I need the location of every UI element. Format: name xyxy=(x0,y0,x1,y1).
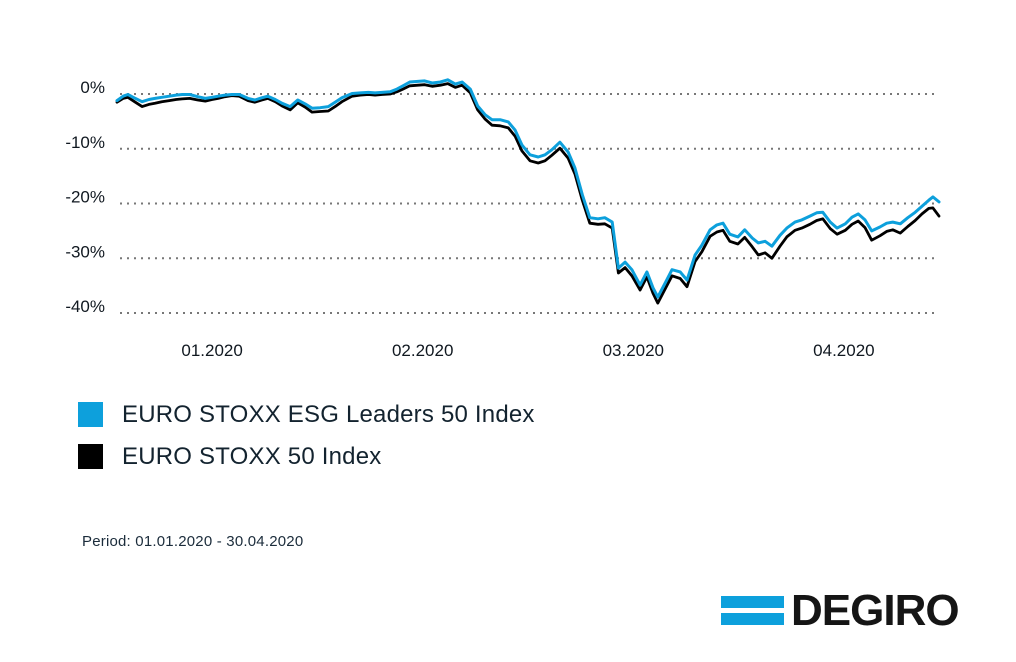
legend-label-esg-leaders-50: EURO STOXX ESG Leaders 50 Index xyxy=(122,400,535,428)
degiro-equals-bar-bottom xyxy=(721,613,784,625)
legend-swatch-esg-leaders-50 xyxy=(78,402,103,427)
chart-legend: EURO STOXX ESG Leaders 50 Index EURO STO… xyxy=(78,400,535,486)
degiro-equals-bar-top xyxy=(721,596,784,608)
y-axis-label--30%: -30% xyxy=(65,242,105,261)
y-axis-label-0%: 0% xyxy=(80,78,105,97)
degiro-equals-icon xyxy=(721,596,784,625)
x-axis-label-03.2020: 03.2020 xyxy=(603,341,664,360)
x-axis-label-02.2020: 02.2020 xyxy=(392,341,453,360)
series-line-euro-stoxx-50 xyxy=(115,82,941,305)
y-axis-label--20%: -20% xyxy=(65,188,105,207)
degiro-logo-text: DEGIRO xyxy=(791,586,960,635)
x-axis-label-01.2020: 01.2020 xyxy=(181,341,242,360)
legend-item-euro-stoxx-50: EURO STOXX 50 Index xyxy=(78,442,535,470)
series-line-esg-leaders-50 xyxy=(115,78,941,299)
performance-chart: 0% -10% -20% -30% -40% 01.2020 02.2020 03.2020 0… xyxy=(65,78,941,360)
legend-label-euro-stoxx-50: EURO STOXX 50 Index xyxy=(122,442,382,470)
y-axis-label--10%: -10% xyxy=(65,133,105,152)
legend-swatch-euro-stoxx-50 xyxy=(78,444,103,469)
period-label: Period: 01.01.2020 - 30.04.2020 xyxy=(82,533,304,550)
y-axis-label--40%: -40% xyxy=(65,297,105,316)
x-axis-label-04.2020: 04.2020 xyxy=(813,341,874,360)
degiro-logo: DEGIRO xyxy=(721,586,960,635)
legend-item-esg-leaders-50: EURO STOXX ESG Leaders 50 Index xyxy=(78,400,535,428)
